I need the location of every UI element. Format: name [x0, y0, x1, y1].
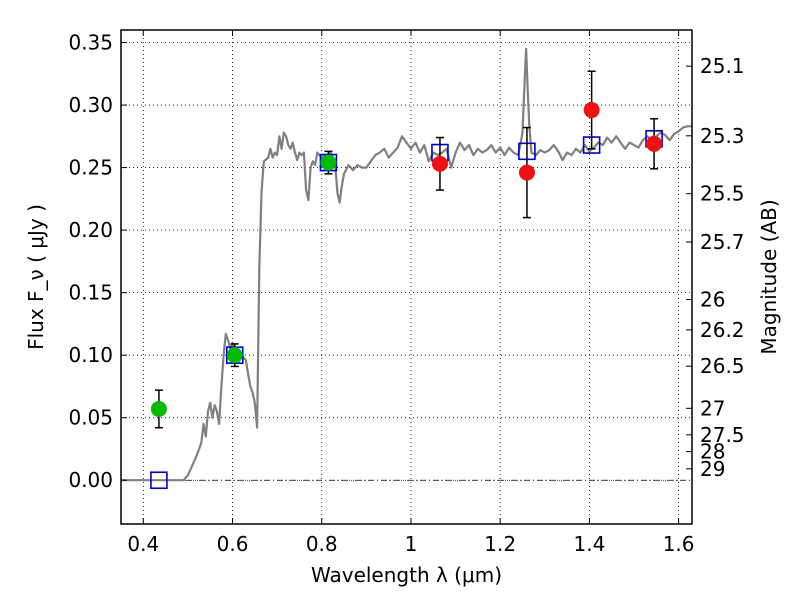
mag-tick-label: 26: [700, 288, 725, 312]
observed-flux-marker: [431, 155, 448, 172]
y-tick-label: 0.05: [68, 406, 113, 430]
axis-ticks: 0.4 0.6 0.8 1 1.2 1.4 1.6 0.00 0.05 0.10 0.15 0.20 0…: [68, 30, 745, 556]
grid-lines: [121, 30, 692, 524]
plot-frame: [120, 29, 693, 525]
observed-flux-marker: [646, 135, 663, 152]
observed-flux-marker: [518, 164, 535, 181]
y-tick-label: 0.20: [68, 218, 113, 242]
y-axis-label-right: Magnitude (AB): [757, 199, 781, 354]
y-axis-label: Flux F_ν ( μJy ): [24, 204, 48, 350]
y-tick-label: 0.35: [68, 31, 113, 55]
mag-tick-label: 25.1: [700, 54, 745, 78]
y-tick-label: 0.00: [68, 468, 113, 492]
mag-tick-label: 29: [700, 457, 725, 481]
x-tick-label: 1: [405, 532, 418, 556]
model-spectrum: [121, 47, 692, 482]
observed-flux-marker: [320, 154, 337, 171]
y-tick-label: 0.25: [68, 156, 113, 180]
mag-tick-label: 26.5: [700, 354, 745, 378]
model-flux-marker: [150, 471, 168, 490]
observed-flux-marker: [226, 347, 243, 364]
mag-tick-label: 25.5: [700, 182, 745, 206]
y-tick-label: 0.15: [68, 281, 113, 305]
x-tick-label: 0.8: [306, 532, 338, 556]
x-tick-label: 0.4: [127, 532, 159, 556]
mag-tick-label: 27.5: [700, 423, 745, 447]
x-tick-label: 1.4: [573, 532, 605, 556]
x-tick-label: 0.6: [217, 532, 249, 556]
observed-flux-marker: [583, 102, 600, 119]
mag-tick-label: 27: [700, 396, 725, 420]
observed-flux-marker: [150, 400, 167, 417]
photometry-points: [150, 70, 663, 490]
mag-tick-label: 25.7: [700, 230, 745, 254]
mag-tick-label: 26.2: [700, 318, 745, 342]
model-spectrum-line: [121, 47, 692, 482]
mag-tick-label: 28: [700, 440, 725, 464]
x-axis-label: Wavelength λ (μm): [311, 563, 502, 587]
y-tick-label: 0.10: [68, 343, 113, 367]
y-tick-label: 0.30: [68, 93, 113, 117]
x-tick-label: 1.2: [484, 532, 516, 556]
x-tick-label: 1.6: [663, 532, 695, 556]
mag-tick-label: 25.3: [700, 124, 745, 148]
